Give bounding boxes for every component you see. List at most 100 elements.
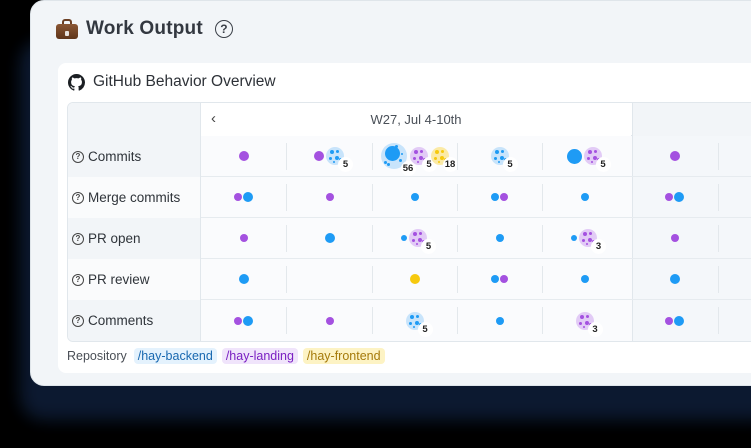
landing-dot[interactable]: [239, 234, 248, 242]
landing-dot[interactable]: [669, 151, 680, 161]
table-row: 5 56 5 18 5 5: [201, 136, 751, 177]
landing-dot[interactable]: [500, 275, 508, 283]
landing-cluster-bubble[interactable]: 5: [409, 229, 436, 254]
activity-cell[interactable]: [718, 218, 751, 258]
activity-cell[interactable]: 5: [372, 218, 457, 258]
help-icon[interactable]: ?: [72, 191, 84, 204]
column-divider: [718, 266, 719, 293]
frontend-dot[interactable]: [409, 274, 420, 284]
activity-cell[interactable]: 5: [457, 136, 542, 176]
backend-dot[interactable]: [674, 315, 684, 326]
card-header: Work Output ?: [56, 18, 233, 40]
backend-dot[interactable]: [571, 235, 577, 241]
landing-dot[interactable]: [325, 316, 334, 325]
landing-dot[interactable]: [234, 193, 242, 201]
backend-dot[interactable]: [566, 148, 582, 164]
activity-cell[interactable]: [201, 259, 286, 299]
backend-dot[interactable]: [491, 193, 499, 201]
activity-cell[interactable]: 5: [542, 136, 627, 176]
count-badge: 5: [421, 239, 436, 254]
landing-dot[interactable]: [670, 234, 679, 242]
frontend-cluster-bubble[interactable]: 18: [430, 147, 458, 172]
legend-tag-frontend[interactable]: /hay-frontend: [302, 348, 385, 364]
backend-dot[interactable]: [580, 275, 589, 283]
activity-cell[interactable]: [632, 136, 717, 176]
activity-cell[interactable]: [201, 177, 286, 217]
backend-dot[interactable]: [495, 234, 504, 242]
backend-dot[interactable]: [410, 193, 419, 201]
landing-dot[interactable]: [665, 193, 673, 201]
activity-grid: ‹ W27, Jul 4-10th 5 56 5 18 5 5 5 3 5 3: [201, 103, 751, 341]
column-divider: [718, 307, 719, 334]
landing-cluster-bubble[interactable]: 3: [579, 229, 606, 254]
activity-cell[interactable]: [457, 259, 542, 299]
activity-cell[interactable]: [632, 177, 717, 217]
landing-dot[interactable]: [314, 151, 324, 161]
activity-cell[interactable]: [287, 218, 372, 258]
landing-cluster-bubble[interactable]: 5: [409, 147, 437, 172]
activity-cell[interactable]: [287, 300, 372, 341]
column-divider: [718, 184, 719, 211]
help-icon[interactable]: ?: [72, 150, 84, 163]
backend-dot[interactable]: [674, 192, 684, 202]
activity-cell[interactable]: [632, 218, 717, 258]
backend-cluster-bubble[interactable]: 5: [405, 311, 433, 337]
backend-dot[interactable]: [491, 275, 499, 283]
landing-dot[interactable]: [234, 316, 242, 325]
help-icon[interactable]: ?: [214, 20, 233, 38]
legend-tag-backend[interactable]: /hay-backend: [133, 348, 217, 364]
backend-cluster-bubble[interactable]: 56: [380, 143, 416, 176]
week-header: ‹ W27, Jul 4-10th: [201, 103, 751, 136]
legend-tag-landing[interactable]: /hay-landing: [221, 348, 298, 364]
activity-cell[interactable]: [287, 177, 372, 217]
activity-cell[interactable]: 3: [542, 300, 627, 341]
backend-dot[interactable]: [580, 193, 589, 201]
landing-cluster-bubble[interactable]: 5: [583, 147, 611, 172]
backend-cluster-bubble[interactable]: 5: [490, 147, 518, 172]
activity-cell[interactable]: [372, 259, 457, 299]
activity-cell[interactable]: [718, 300, 751, 341]
help-icon[interactable]: ?: [72, 232, 84, 245]
backend-dot[interactable]: [243, 192, 253, 202]
backend-dot[interactable]: [401, 235, 407, 241]
help-icon[interactable]: ?: [72, 314, 84, 327]
backend-dot[interactable]: [243, 315, 253, 326]
activity-cell[interactable]: [542, 177, 627, 217]
landing-dot[interactable]: [500, 193, 508, 201]
table-row: [201, 177, 751, 218]
help-icon[interactable]: ?: [72, 273, 84, 286]
activity-cell[interactable]: [457, 218, 542, 258]
activity-cell[interactable]: [542, 259, 627, 299]
prev-week-button[interactable]: ‹: [211, 110, 216, 127]
landing-dot[interactable]: [238, 151, 249, 161]
activity-cell[interactable]: [718, 177, 751, 217]
column-divider: [542, 266, 543, 293]
panel-title: GitHub Behavior Overview: [93, 73, 276, 90]
backend-dot[interactable]: [324, 233, 335, 243]
activity-cell[interactable]: [632, 300, 717, 341]
activity-cell[interactable]: [201, 136, 286, 176]
landing-dot[interactable]: [325, 193, 334, 201]
activity-cell[interactable]: 56 5 18: [372, 136, 458, 176]
column-divider: [286, 143, 287, 170]
activity-cell[interactable]: 5: [372, 300, 457, 341]
activity-cell[interactable]: [372, 177, 457, 217]
column-divider: [718, 225, 719, 252]
column-divider: [286, 266, 287, 293]
backend-dot[interactable]: [238, 274, 249, 284]
activity-cell[interactable]: [718, 259, 751, 299]
activity-cell[interactable]: 3: [542, 218, 627, 258]
backend-dot[interactable]: [669, 274, 680, 284]
activity-cell[interactable]: 5: [287, 136, 372, 176]
backend-dot[interactable]: [495, 316, 504, 325]
backend-cluster-bubble[interactable]: 5: [326, 147, 353, 172]
landing-cluster-bubble[interactable]: 3: [575, 311, 603, 337]
activity-cell[interactable]: [287, 259, 372, 299]
activity-cell[interactable]: [632, 259, 717, 299]
activity-cell[interactable]: [201, 218, 286, 258]
landing-dot[interactable]: [665, 316, 673, 325]
activity-cell[interactable]: [457, 177, 542, 217]
activity-cell[interactable]: [457, 300, 542, 341]
activity-cell[interactable]: [201, 300, 286, 341]
activity-cell[interactable]: [718, 136, 751, 176]
